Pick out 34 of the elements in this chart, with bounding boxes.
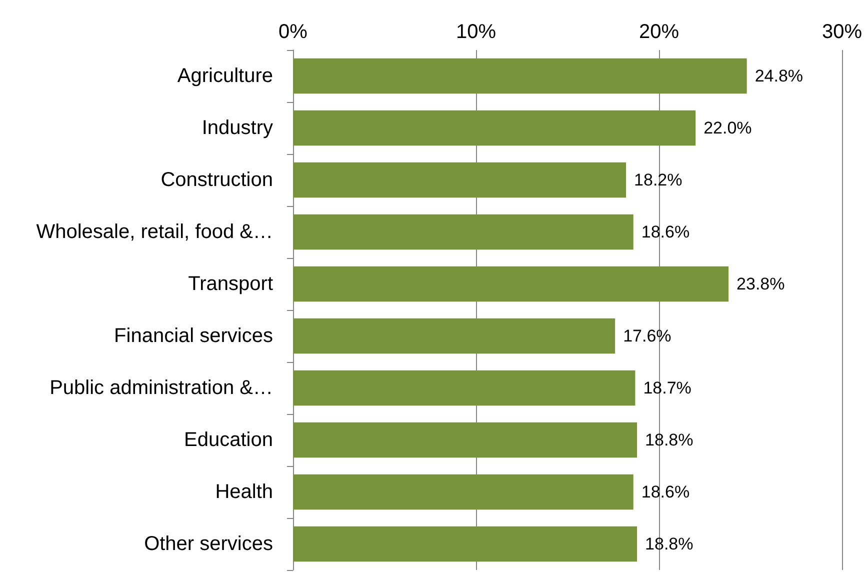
y-tick-label: Wholesale, retail, food &… [36, 221, 273, 243]
data-label: 18.7% [643, 378, 692, 398]
y-tick-label: Industry [202, 117, 273, 139]
data-label: 22.0% [704, 118, 752, 138]
data-label: 17.6% [623, 326, 672, 346]
bar [293, 162, 626, 198]
x-tick-label: 30% [822, 21, 862, 43]
y-tick-label: Education [184, 429, 273, 451]
x-tick-label: 20% [638, 21, 680, 43]
data-label: 24.8% [754, 66, 804, 86]
y-tick-label: Financial services [114, 325, 273, 347]
bar [293, 474, 634, 510]
data-label: 18.8% [645, 430, 694, 450]
bar [293, 526, 638, 562]
x-tick-label: 0% [278, 21, 308, 43]
data-label: 18.8% [645, 534, 694, 554]
y-tick-label: Health [215, 481, 273, 503]
bar [293, 110, 696, 146]
bar [293, 422, 638, 458]
data-label: 18.6% [641, 222, 690, 242]
y-tick-label: Other services [144, 533, 273, 555]
bar [293, 214, 634, 250]
x-tick-label: 10% [456, 21, 496, 43]
y-tick-label: Construction [160, 169, 273, 191]
bar [293, 58, 747, 94]
bar [293, 370, 636, 406]
y-tick-label: Transport [188, 273, 274, 295]
data-label: 23.8% [736, 274, 785, 294]
bar [293, 266, 729, 302]
data-label: 18.6% [641, 482, 690, 502]
bar [293, 318, 616, 354]
y-tick-label: Agriculture [177, 65, 273, 87]
y-tick-label: Public administration &… [50, 377, 273, 399]
data-label: 18.2% [634, 170, 682, 190]
